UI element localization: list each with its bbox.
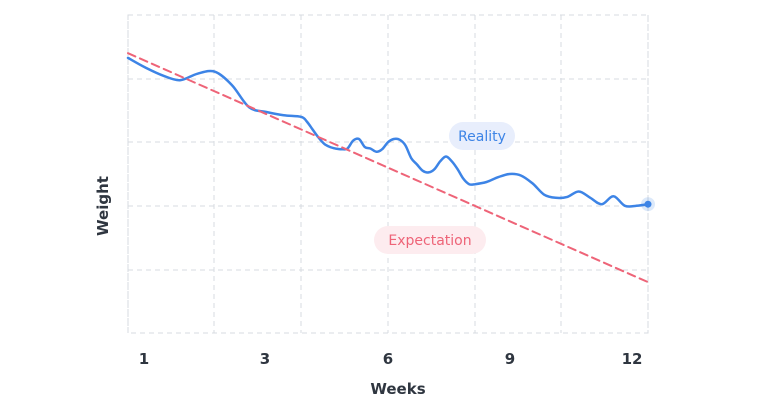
series-label-pill-reality <box>449 122 515 150</box>
series-label-expectation: Expectation <box>388 233 471 249</box>
x-tick-label: 12 <box>622 350 643 368</box>
x-tick-label: 1 <box>139 350 149 368</box>
plot-frame <box>127 14 649 334</box>
series-label-reality: Reality <box>458 129 506 145</box>
x-tick-label: 9 <box>505 350 515 368</box>
x-axis-ticks: 1 3 6 9 12 <box>139 350 643 368</box>
series-layer <box>126 52 655 284</box>
x-tick-label: 3 <box>260 350 270 368</box>
x-tick-label: 6 <box>383 350 393 368</box>
series-line-expectation <box>127 52 649 284</box>
y-axis-title: Weight <box>94 176 112 236</box>
end-marker-dot <box>644 200 652 208</box>
labels-layer: Reality Expectation <box>374 122 515 254</box>
series-label-pill-expectation <box>374 226 486 254</box>
x-axis-title: Weeks <box>370 380 425 398</box>
grid <box>127 14 649 334</box>
series-line-reality <box>126 56 650 208</box>
